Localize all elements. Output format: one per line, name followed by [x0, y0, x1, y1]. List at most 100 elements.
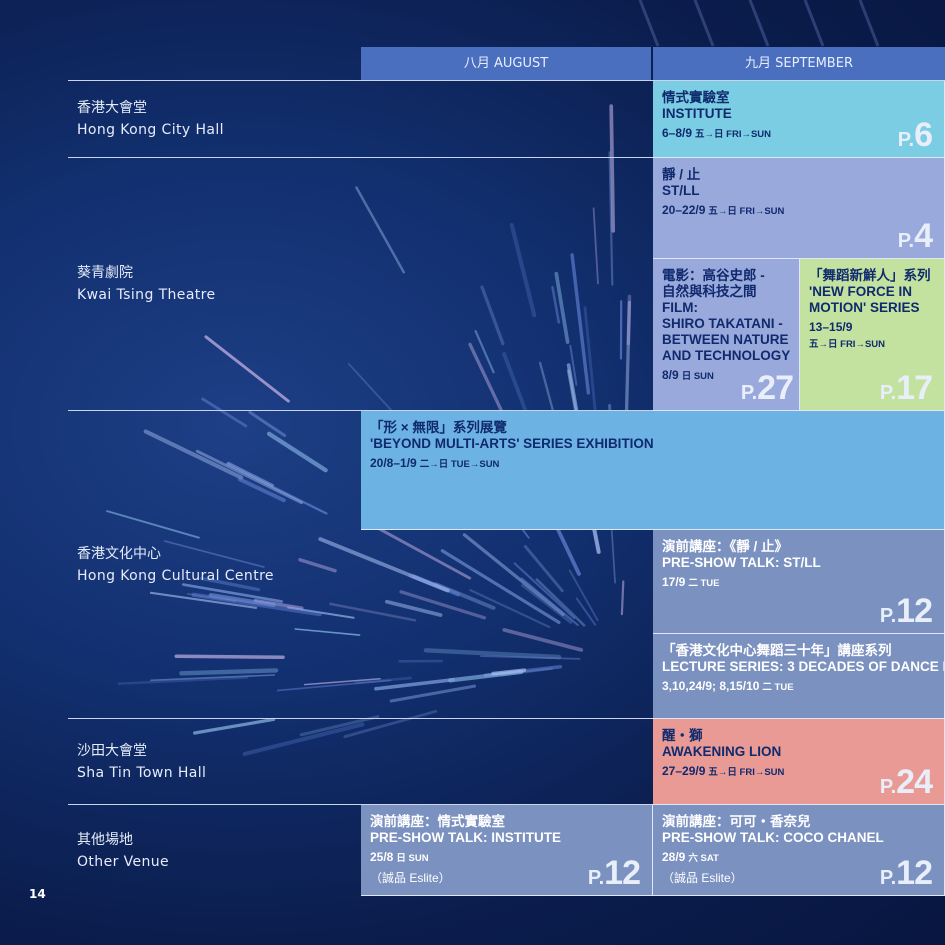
venue-name-zh: 香港文化中心: [77, 546, 161, 562]
light-streak: [191, 592, 322, 617]
light-streak: [399, 590, 487, 620]
light-streak: [195, 449, 303, 505]
light-streak: [150, 674, 276, 682]
light-streak: [374, 677, 455, 691]
light-streak: [620, 580, 625, 616]
light-streak: [509, 223, 537, 318]
light-streak: [266, 431, 328, 473]
light-streak: [575, 597, 597, 626]
event-title-en: PRE-SHOW TALK: INSTITUTE: [370, 830, 561, 845]
light-streak: [520, 577, 579, 627]
venue-name-en: Hong Kong City Hall: [77, 122, 224, 138]
row-divider: [68, 718, 945, 719]
event-title-en: PRE-SHOW TALK: COCO CHANEL: [662, 830, 884, 845]
light-streak: [143, 429, 244, 480]
event-title-zh: 演前講座：《靜 / 止》: [662, 539, 789, 554]
event-title-zh: 演前講座：可可・香奈兒: [662, 814, 811, 829]
light-streak: [554, 271, 570, 344]
event-venue-note: （誠品 Eslite）: [370, 871, 451, 885]
light-streak: [199, 576, 261, 592]
event-awakening-lion[interactable]: 醒・獅 AWAKENING LION 27–29/9 五→日 FRI→SUN P.…: [653, 719, 945, 805]
venue-cultural-centre: 香港文化中心 Hong Kong Cultural Centre: [77, 543, 274, 587]
light-streak: [535, 578, 586, 627]
event-date: 13–15/9: [809, 320, 853, 334]
event-lecture-series[interactable]: 「香港文化中心舞蹈三十年」講座系列 LECTURE SERIES: 3 DECA…: [653, 634, 945, 719]
venue-name-en: Other Venue: [77, 854, 170, 870]
light-streak: [626, 294, 632, 346]
light-streak: [294, 628, 361, 636]
light-streak: [693, 0, 715, 47]
light-streak: [208, 592, 276, 608]
event-new-force-in-motion[interactable]: 「舞蹈新鮮人」系列 'NEW FORCE IN MOTION' SERIES 1…: [800, 259, 945, 411]
light-streak: [440, 549, 561, 625]
page-reference: P.24: [879, 763, 933, 801]
event-title-en: 'BEYOND MULTI-ARTS' SERIES EXHIBITION: [370, 436, 654, 451]
light-streak: [609, 104, 616, 233]
event-title-en: FILM:: [662, 300, 698, 315]
event-date: 3,10,24/9; 8,15/10 二 TUE: [662, 679, 794, 693]
light-streak: [298, 558, 337, 573]
event-beyond-multi-arts[interactable]: 「形 × 無限」系列展覽 'BEYOND MULTI-ARTS' SERIES …: [361, 411, 945, 530]
light-streak: [355, 186, 406, 274]
page-reference: P.12: [587, 854, 641, 892]
event-film[interactable]: 電影：高谷史郎 - 自然與科技之間 FILM: SHIRO TAKATANI -…: [653, 259, 800, 411]
light-streak: [201, 397, 248, 428]
light-streak: [469, 588, 551, 629]
event-date: 27–29/9 五→日 FRI→SUN: [662, 764, 785, 778]
event-pre-show-talk-still[interactable]: 演前講座：《靜 / 止》 PRE-SHOW TALK: ST/LL 17/9 二 …: [653, 530, 945, 634]
light-streak: [355, 676, 413, 685]
light-streak: [480, 655, 581, 660]
light-streak: [362, 519, 472, 580]
event-title-zh: 「舞蹈新鮮人」系列: [809, 268, 931, 283]
light-streak: [227, 461, 275, 487]
light-streak: [174, 654, 285, 659]
row-divider: [68, 410, 945, 411]
light-streak: [480, 285, 505, 346]
light-streak: [570, 253, 591, 395]
event-date: 8/9 日 SUN: [662, 368, 714, 382]
month-header-august: 八月 AUGUST: [361, 47, 651, 80]
light-streak: [624, 300, 632, 431]
light-streak: [204, 335, 290, 403]
event-still[interactable]: 靜 / 止 ST/LL 20–22/9 五→日 FRI→SUN P.4: [653, 158, 945, 259]
event-title-en: LECTURE SERIES: 3 DECADES OF DANCE IN: [662, 659, 945, 674]
event-date: 6–8/9 五→日 FRI→SUN: [662, 126, 772, 140]
light-streak: [521, 583, 573, 624]
page-reference: P.4: [897, 217, 933, 255]
venue-name-en: Hong Kong Cultural Centre: [77, 568, 274, 584]
event-pre-show-talk-coco-chanel[interactable]: 演前講座：可可・香奈兒 PRE-SHOW TALK: COCO CHANEL 2…: [653, 805, 945, 896]
light-streak: [237, 477, 286, 503]
light-streak: [592, 207, 599, 285]
light-streak: [803, 0, 825, 47]
light-streak: [513, 562, 576, 620]
event-title-en: BETWEEN NATURE: [662, 332, 789, 347]
venue-name-zh: 沙田大會堂: [77, 743, 147, 759]
light-streak: [299, 715, 380, 737]
page-reference: P.6: [897, 116, 933, 154]
event-date: 17/9 二 TUE: [662, 575, 720, 589]
light-streak: [181, 583, 283, 603]
event-title-en: MOTION' SERIES: [809, 300, 920, 315]
event-date: 20/8–1/9 二→日 TUE→SUN: [370, 456, 500, 470]
venue-name-en: Sha Tin Town Hall: [77, 765, 207, 781]
light-streak: [287, 606, 355, 619]
event-date: 25/8 日 SUN: [370, 850, 429, 864]
light-streak: [106, 510, 200, 539]
light-streak: [186, 593, 237, 603]
light-streak: [318, 537, 450, 593]
light-streak: [638, 0, 660, 47]
venue-kwai-tsing: 葵青劇院 Kwai Tsing Theatre: [77, 262, 216, 306]
row-divider: [68, 157, 945, 158]
event-title-en: AND TECHNOLOGY: [662, 348, 791, 363]
light-streak: [242, 722, 365, 756]
event-pre-show-talk-institute[interactable]: 演前講座：情式實驗室 PRE-SHOW TALK: INSTITUTE 25/8…: [361, 805, 653, 896]
event-title-en: SHIRO TAKATANI -: [662, 316, 783, 331]
light-streak: [225, 462, 328, 515]
light-streak: [179, 668, 279, 676]
event-title-zh: 電影：高谷史郎 -: [662, 268, 765, 283]
light-streak: [343, 709, 438, 738]
event-title-zh: 「香港文化中心舞蹈三十年」講座系列: [662, 643, 892, 658]
light-streak: [329, 602, 417, 622]
venue-name-zh: 其他場地: [77, 832, 133, 848]
event-institute[interactable]: 情式實驗室 INSTITUTE 6–8/9 五→日 FRI→SUN P.6: [653, 81, 945, 158]
